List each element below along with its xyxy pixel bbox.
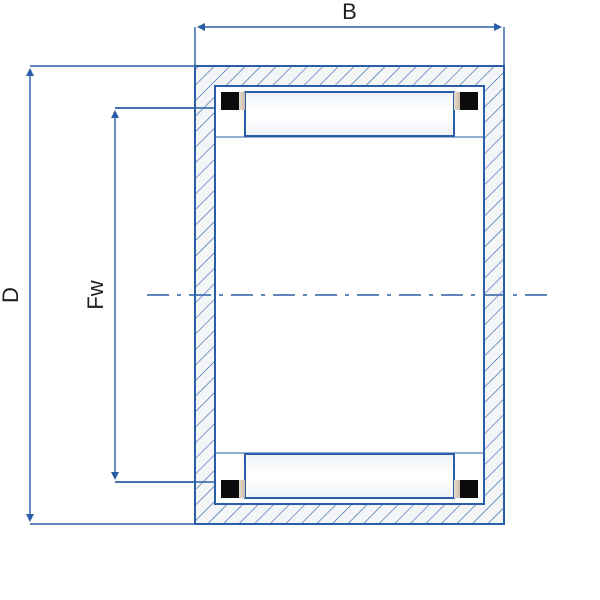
roller-top-corner-left [221, 92, 239, 110]
roller-bot-gap-left [239, 480, 245, 498]
dim-fw-label: Fw [83, 280, 108, 309]
roller-bot-body [245, 454, 454, 498]
dim-b-label: B [342, 0, 357, 24]
roller-bot-corner-right [460, 480, 478, 498]
roller-top-body [245, 92, 454, 136]
roller-bot-corner-left [221, 480, 239, 498]
roller-top-gap-right [454, 92, 460, 110]
dim-d-label: D [0, 287, 23, 303]
roller-bot-gap-right [454, 480, 460, 498]
roller-top-gap-left [239, 92, 245, 110]
roller-top-corner-right [460, 92, 478, 110]
